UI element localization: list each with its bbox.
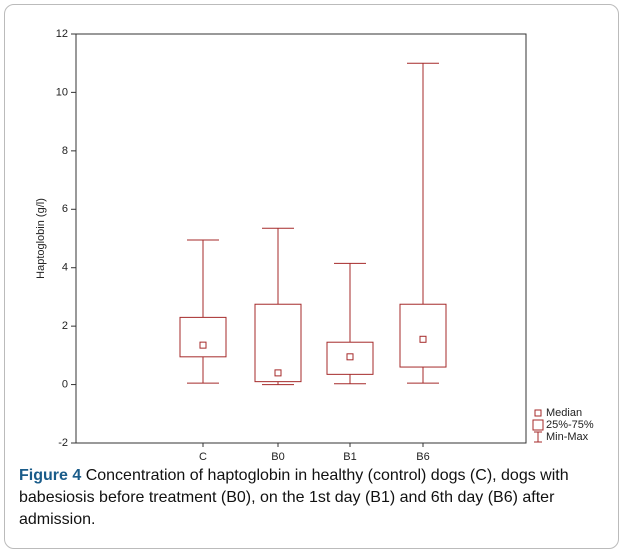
- y-axis-label: Haptoglobin (g/l): [35, 198, 47, 279]
- x-tick-label: C: [199, 451, 207, 463]
- y-tick-label: 2: [62, 320, 68, 332]
- y-tick-label: 10: [56, 86, 68, 98]
- median: [419, 335, 427, 343]
- y-tick-label: 0: [62, 378, 68, 390]
- legend-label: 25%-75%: [546, 419, 594, 431]
- x-tick-label: B1: [343, 451, 356, 463]
- x-tick-label: B6: [416, 451, 429, 463]
- caption-text: Concentration of haptoglobin in healthy …: [19, 467, 569, 528]
- y-tick-label: 6: [62, 203, 68, 215]
- box: [399, 303, 447, 368]
- median: [199, 341, 207, 349]
- caption-label: Figure 4: [19, 467, 82, 484]
- x-tick-label: B0: [271, 451, 284, 463]
- y-tick-label: 4: [62, 262, 68, 274]
- caption: Figure 4 Concentration of haptoglobin in…: [19, 465, 599, 531]
- box: [254, 303, 302, 383]
- legend-label: Median: [546, 407, 582, 419]
- median: [274, 369, 282, 377]
- median: [346, 353, 354, 361]
- box: [179, 316, 227, 358]
- figure: -2 0 2 4 6 8 10 12 Haptoglobin (g/l) C B0 B1 B6 Media…: [4, 4, 619, 549]
- y-tick-label: 8: [62, 145, 68, 157]
- legend-symbol: [534, 409, 542, 417]
- legend-label: Min-Max: [546, 431, 589, 443]
- legend-symbol: [532, 419, 544, 431]
- plot-frame: [75, 33, 527, 444]
- y-tick-label: -2: [58, 437, 68, 449]
- chart: -2 0 2 4 6 8 10 12 Haptoglobin (g/l) C B0 B1 B6 Media…: [35, 28, 594, 463]
- y-tick-label: 12: [56, 28, 68, 40]
